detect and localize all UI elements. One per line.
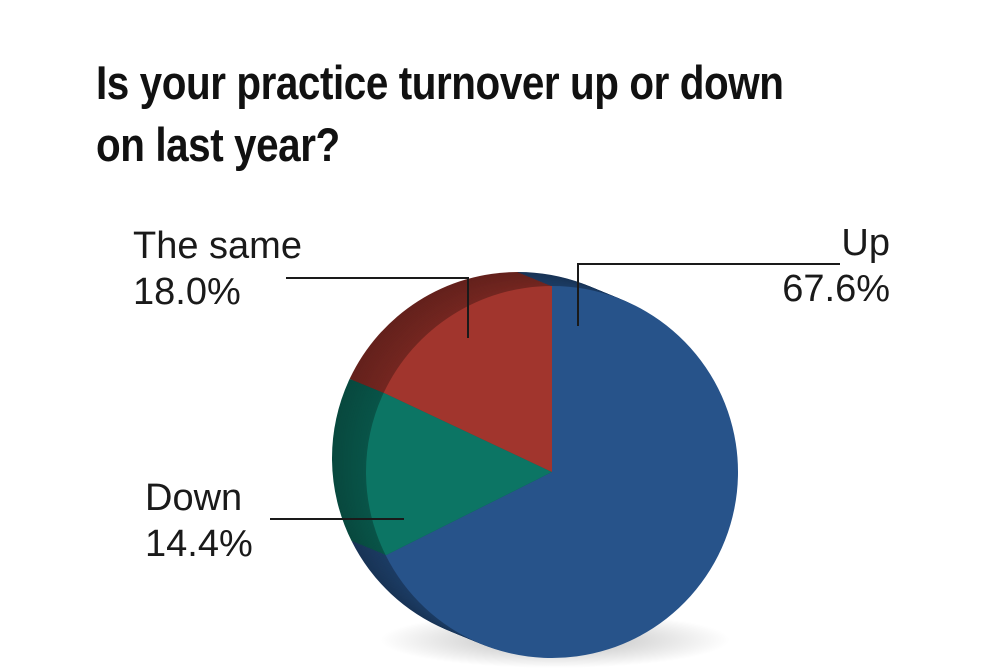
slice-value-down: 14.4% [145,523,253,565]
leader-line-the-same [286,277,469,338]
pie-top-layer [366,286,739,658]
pie-slice-up [385,286,739,658]
pie-slice-down [366,392,552,556]
pie-slice-the-same [383,286,552,472]
chart-title: Is your practice turnover up or down on … [96,56,784,171]
slice-label-the-same: The same [133,225,302,267]
slice-value-the-same: 18.0% [133,271,241,313]
leader-line-up [577,263,840,326]
slice-label-up: Up [841,222,890,264]
slice-value-up: 67.6% [782,268,890,310]
slice-label-down: Down [145,477,242,519]
